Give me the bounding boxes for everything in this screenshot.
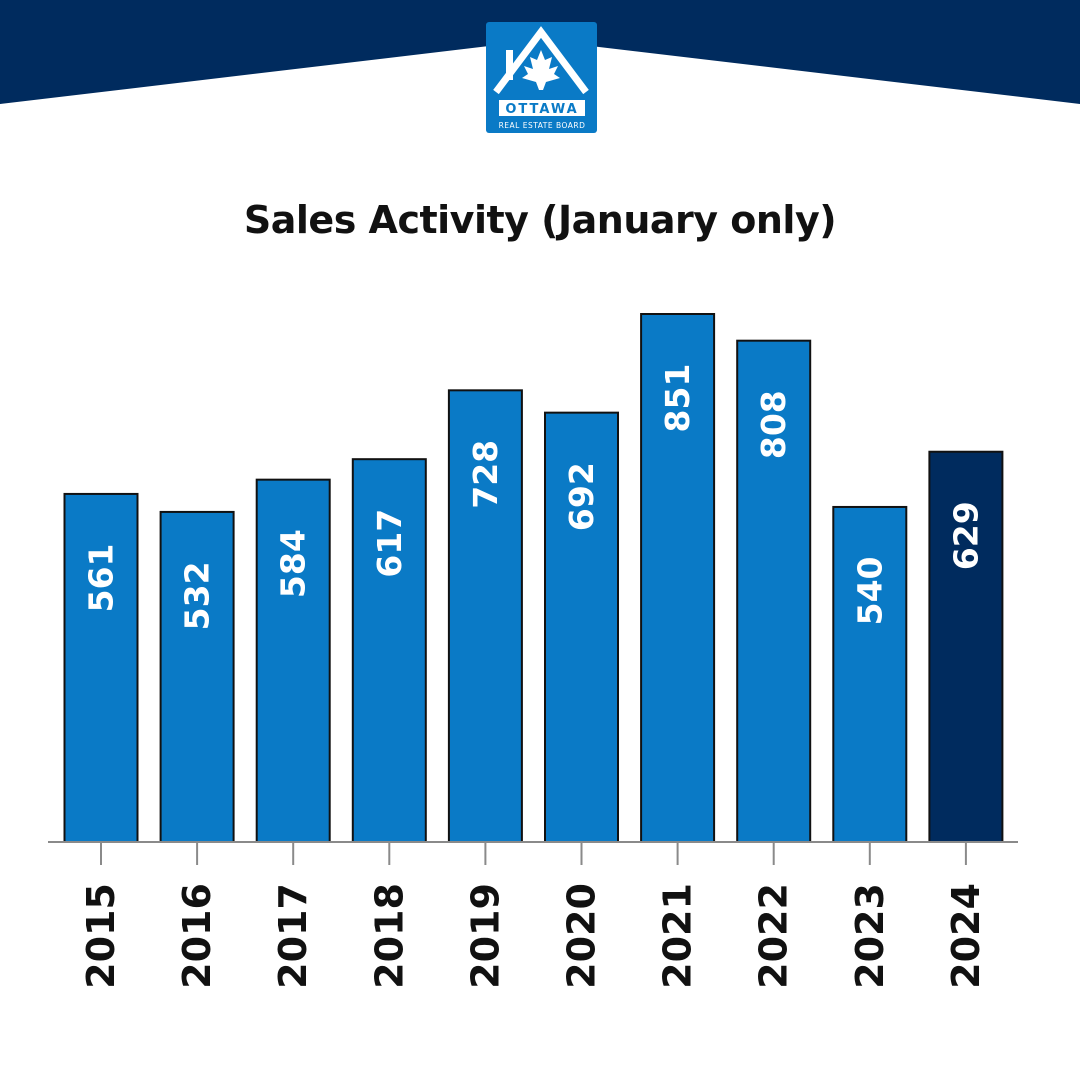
data-label-2020: 692: [562, 462, 601, 531]
bar-2019: [447, 389, 523, 843]
data-label-2017: 584: [274, 529, 313, 598]
x-tick-label-2023: 2023: [848, 883, 892, 989]
x-tick-label-2024: 2024: [944, 883, 988, 989]
svg-text:OTTAWA: OTTAWA: [505, 102, 578, 117]
bar-2024: [928, 450, 1004, 843]
x-tick-label-2018: 2018: [367, 883, 411, 989]
data-label-2024: 629: [946, 501, 985, 570]
bar-2021: [640, 313, 716, 843]
x-tick-label-2015: 2015: [79, 883, 123, 989]
header-band: [0, 0, 1080, 104]
data-label-2019: 728: [466, 440, 505, 509]
bar-2016: [159, 510, 235, 843]
bar-2023: [832, 505, 908, 843]
bar-2018: [351, 458, 427, 843]
x-tick-label-2020: 2020: [560, 883, 604, 989]
data-label-2016: 532: [178, 561, 217, 630]
bar-2017: [255, 478, 331, 843]
data-label-2018: 617: [370, 509, 409, 578]
ottawa-real-estate-board-logo: OTTAWA REAL ESTATE BOARD: [486, 22, 597, 133]
svg-text:REAL ESTATE BOARD: REAL ESTATE BOARD: [499, 121, 586, 130]
data-label-2015: 561: [82, 543, 121, 612]
x-tick-label-2019: 2019: [463, 883, 507, 989]
x-tick-label-2022: 2022: [752, 883, 796, 989]
data-label-2023: 540: [850, 557, 889, 626]
x-tick-label-2017: 2017: [271, 883, 315, 989]
data-label-2022: 808: [754, 390, 793, 459]
x-tick-label-2016: 2016: [175, 883, 219, 989]
x-tick-label-2021: 2021: [656, 883, 700, 989]
bar-2020: [544, 411, 619, 843]
data-label-2021: 851: [658, 364, 697, 433]
chart-title: Sales Activity (January only): [243, 198, 837, 242]
